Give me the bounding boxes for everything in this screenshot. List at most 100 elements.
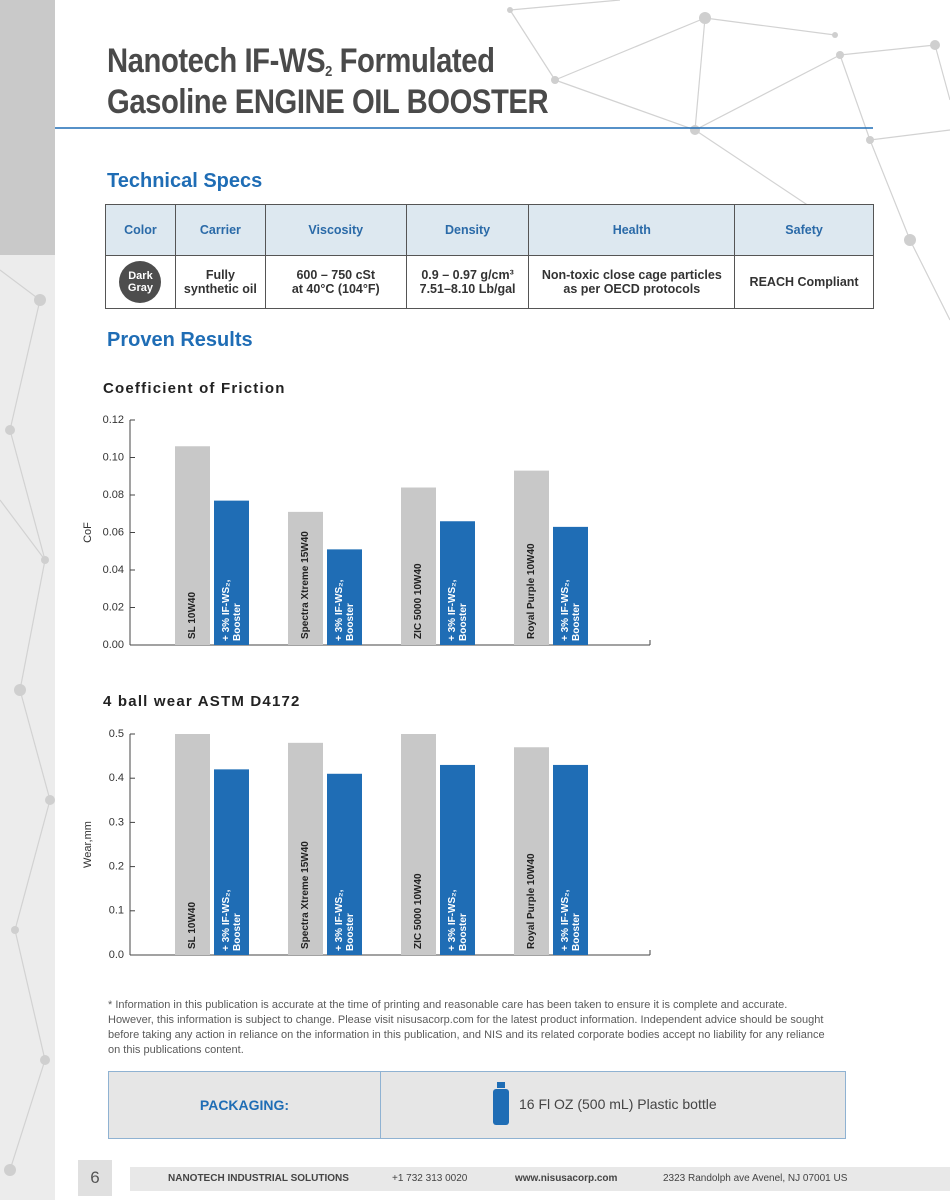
cell-line: synthetic oil (183, 282, 257, 296)
series-label: + 3% IF-WS₂, (560, 579, 571, 641)
bar-label: ZIC 5000 10W40 (413, 563, 424, 639)
bar-label: Royal Purple 10W40 (526, 543, 537, 639)
y-tick-label: 0.0 (109, 949, 124, 961)
series-label: Booster (458, 913, 469, 951)
bar (214, 500, 249, 645)
column-header: Viscosity (264, 204, 407, 256)
packaging-value: 16 Fl OZ (500 mL) Plastic bottle (519, 1096, 717, 1112)
y-tick-label: 0.2 (109, 861, 124, 873)
y-tick-label: 0.04 (103, 564, 124, 576)
bar (401, 487, 436, 645)
column-header: Carrier (174, 204, 266, 256)
cell-line: Non-toxic close cage particles (541, 268, 722, 282)
bar-label: ZIC 5000 10W40 (413, 873, 424, 949)
series-label: + 3% IF-WS₂, (560, 889, 571, 951)
header-row: Color Carrier Viscosity Density Health Safety (105, 204, 874, 256)
series-label: Booster (345, 603, 356, 641)
disclaimer: * Information in this publication is acc… (108, 999, 825, 1056)
column-header: Safety (734, 204, 874, 256)
bar (327, 773, 362, 955)
bar (327, 549, 362, 645)
y-tick-label: 0.08 (103, 489, 124, 501)
series-label: Booster (345, 913, 356, 951)
series-label: + 3% IF-WS₂, (221, 889, 232, 951)
series-label: + 3% IF-WS₂, (334, 579, 345, 641)
bar (514, 470, 549, 645)
series-label: Booster (232, 913, 243, 951)
cell-line: as per OECD protocols (563, 282, 701, 296)
title-subscript: 2 (325, 63, 332, 80)
packaging-label: PACKAGING: (199, 1097, 290, 1113)
title-line: Gasoline ENGINE OIL BOOSTER (107, 83, 549, 121)
y-axis-label: CoF (82, 522, 94, 543)
y-tick-label: 0.1 (109, 905, 124, 917)
series-label: + 3% IF-WS₂, (447, 889, 458, 951)
charts: Coefficient of Friction CoF 0.00 0.02 0.04 0.… (82, 380, 651, 961)
bar-label: SL 10W40 (187, 592, 198, 639)
bar-label: Spectra Xtreme 15W40 (300, 531, 311, 639)
column-header: Health (528, 204, 736, 256)
series-label: Booster (571, 603, 582, 641)
side-block (0, 0, 55, 255)
footer-phone: +1 732 313 0020 (392, 1173, 468, 1184)
footer-company: NANOTECH INDUSTRIAL SOLUTIONS (168, 1173, 349, 1184)
bar (214, 769, 249, 955)
bar (440, 521, 475, 645)
divider (380, 1072, 381, 1138)
page-number: 6 (78, 1160, 112, 1196)
cell: Non-toxic close cage particles as per OEC… (528, 255, 736, 309)
cell: REACH Compliant (734, 255, 874, 309)
section-heading: Technical Specs (107, 170, 263, 192)
series-label: + 3% IF-WS₂, (447, 579, 458, 641)
color-badge: Dark Gray (119, 261, 162, 303)
cell-line: Fully (205, 268, 235, 282)
y-tick-label: 0.3 (109, 816, 124, 828)
cell-line: 600 – 750 cSt (296, 268, 376, 282)
bottle-icon (493, 1082, 509, 1125)
bar (440, 764, 475, 955)
title-line: Nanotech IF-WS2 Formulated (107, 42, 495, 81)
bar (175, 446, 210, 645)
bar (401, 734, 436, 955)
series-label: + 3% IF-WS₂, (221, 579, 232, 641)
y-tick-label: 0.02 (103, 601, 124, 613)
series-label: Booster (571, 913, 582, 951)
bar (553, 764, 588, 955)
y-tick-label: 0.4 (109, 772, 124, 784)
cell-line: REACH Compliant (749, 275, 859, 289)
cell-line: at 40°C (104°F) (291, 282, 380, 296)
bar-label: Royal Purple 10W40 (526, 853, 537, 949)
series-label: Booster (232, 603, 243, 641)
bar (514, 747, 549, 955)
series-label: + 3% IF-WS₂, (334, 889, 345, 951)
bar-label: Spectra Xtreme 15W40 (300, 841, 311, 949)
column-header: Color (105, 204, 176, 256)
y-tick-label: 0.5 (109, 728, 124, 740)
footer-address: 2323 Randolph ave Avenel, NJ 07001 US (663, 1173, 848, 1184)
cell: 0.9 – 0.97 g/cm³ 7.51–8.10 Lb/gal (405, 255, 530, 309)
y-tick-label: 0.06 (103, 526, 124, 538)
bar (175, 734, 210, 955)
title-text: Nanotech IF-WS (107, 42, 326, 80)
bar (288, 511, 323, 645)
series-label: Booster (458, 603, 469, 641)
footer-website: www.nisusacorp.com (515, 1173, 618, 1184)
y-tick-label: 0.12 (103, 414, 124, 426)
title-text: Formulated (331, 42, 495, 80)
chart-title: Coefficient of Friction (103, 380, 286, 397)
packaging-box: PACKAGING: 16 Fl OZ (500 mL) Plastic bot… (108, 1071, 846, 1139)
cell-line: Dark (128, 270, 153, 282)
y-axis-label: Wear,mm (82, 821, 94, 868)
bar (553, 526, 588, 645)
chart-title: 4 ball wear ASTM D4172 (103, 693, 301, 710)
bar (288, 742, 323, 955)
data-row: Dark Gray Fully synthetic oil 600 – 750 cSt a… (105, 255, 874, 309)
cell-line: 0.9 – 0.97 g/cm³ (421, 268, 514, 282)
footer-bar (130, 1167, 950, 1191)
cell-line: 7.51–8.10 Lb/gal (419, 282, 516, 296)
cell-line: Gray (127, 282, 153, 294)
bar-label: SL 10W40 (187, 902, 198, 949)
